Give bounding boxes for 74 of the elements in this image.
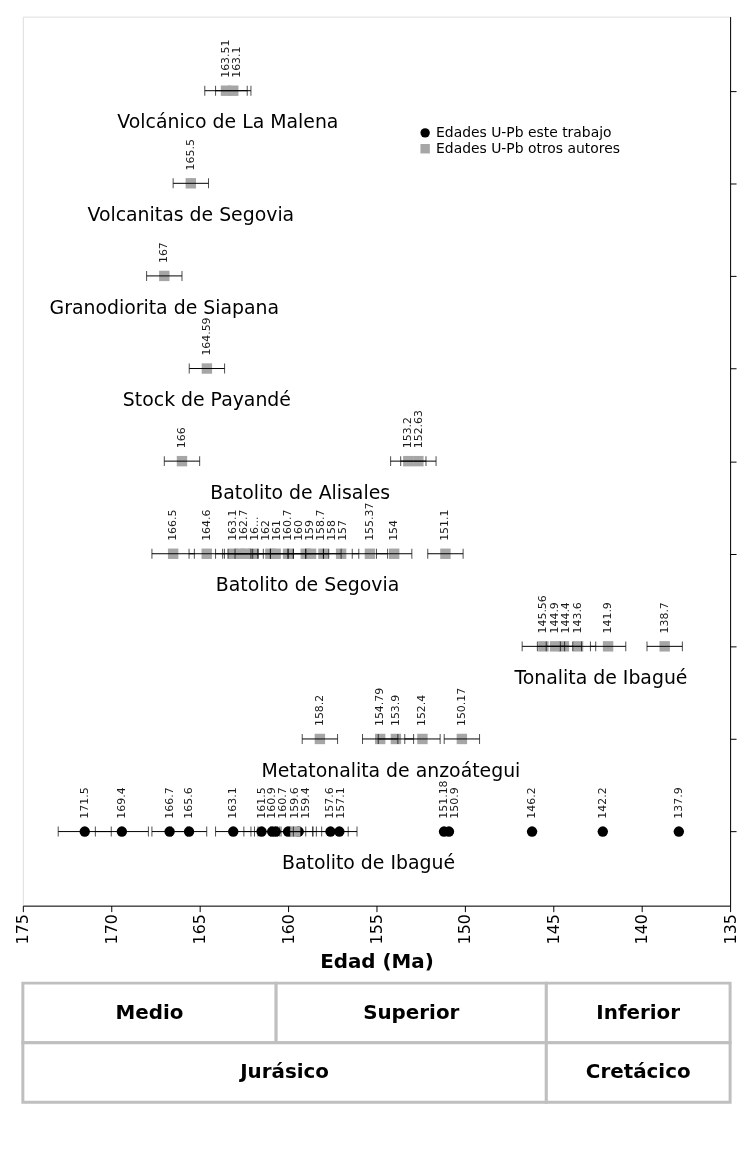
x-tick-label: 135 bbox=[720, 914, 740, 945]
data-label: 151.1 bbox=[438, 509, 452, 541]
y-tick-label: Tonalita de Ibagué bbox=[513, 666, 688, 689]
y-tick-label: Batolito de Ibagué bbox=[282, 851, 456, 874]
data-label: 162.7 bbox=[237, 509, 251, 541]
data-label: 163.1 bbox=[229, 46, 243, 78]
data-label: 169.4 bbox=[114, 787, 128, 819]
x-tick-label: 140 bbox=[632, 914, 652, 945]
data-label: 159 bbox=[302, 519, 316, 541]
data-label: 160.7 bbox=[276, 787, 290, 819]
y-tick-label: Granodiorita de Siapana bbox=[49, 295, 280, 318]
data-label: 159.4 bbox=[299, 787, 313, 819]
data-label: 165.5 bbox=[183, 139, 197, 171]
data-label: 158.7 bbox=[313, 509, 327, 541]
data-label: 16... bbox=[248, 516, 262, 541]
data-label: 167 bbox=[157, 242, 171, 264]
x-tick-label: 155 bbox=[366, 914, 386, 945]
x-tick-label: 165 bbox=[190, 914, 210, 945]
data-label: 150.17 bbox=[454, 687, 468, 727]
data-label: 138.7 bbox=[657, 602, 671, 634]
y-tick-label: Batolito de Alisales bbox=[210, 480, 391, 503]
data-label: 145.56 bbox=[536, 595, 550, 634]
text: Jurásico bbox=[238, 1060, 329, 1084]
data-label: 154.79 bbox=[373, 687, 387, 727]
x-tick-label: 160 bbox=[278, 914, 298, 945]
data-label: 159.6 bbox=[288, 787, 302, 819]
data-label: 157 bbox=[335, 520, 349, 541]
y-tick-label: Batolito de Segovia bbox=[215, 573, 400, 596]
data-label: 142.2 bbox=[595, 787, 609, 819]
x-tick-label: 170 bbox=[101, 914, 121, 945]
data-label: 163.51 bbox=[218, 39, 232, 78]
x-tick-label: 150 bbox=[455, 914, 475, 945]
data-label: 143.6 bbox=[571, 602, 585, 634]
data-label: 141.9 bbox=[601, 602, 615, 634]
data-label: 160.7 bbox=[280, 509, 294, 541]
y-tick-label: Stock de Payandé bbox=[122, 388, 291, 411]
data-label: 171.5 bbox=[77, 787, 91, 819]
data-label: 158 bbox=[324, 519, 338, 541]
data-label: 166.7 bbox=[162, 787, 176, 819]
data-label: 163.1 bbox=[226, 509, 240, 541]
text: Medio bbox=[115, 1000, 184, 1024]
y-tick-label: Volcánico de La Malena bbox=[117, 110, 339, 133]
x-tick-label: 175 bbox=[13, 914, 33, 945]
data-label: 151.18 bbox=[437, 780, 450, 819]
data-label: 158.2 bbox=[312, 694, 326, 727]
data-label: 160 bbox=[291, 519, 305, 541]
data-label: 146.2 bbox=[525, 787, 539, 819]
x-tick-label: 145 bbox=[543, 914, 563, 945]
x-axis-title: Edad (Ma) bbox=[320, 950, 434, 974]
text: Inferior bbox=[596, 1000, 681, 1024]
data-label: 164.59 bbox=[199, 317, 213, 356]
data-label: 166 bbox=[174, 427, 188, 449]
data-label: 153.2 bbox=[401, 416, 415, 449]
y-tick-label: Volcanitas de Segovia bbox=[87, 203, 295, 226]
y-tick-label: Metatonalita de anzoátegui bbox=[261, 758, 521, 781]
data-label: 160.9 bbox=[265, 787, 279, 819]
data-label: 166.5 bbox=[166, 509, 180, 541]
data-label: 164.6 bbox=[199, 509, 213, 541]
text: Superior bbox=[363, 1000, 460, 1024]
data-label: 163.1 bbox=[226, 787, 240, 819]
data-label: 150.9 bbox=[447, 787, 461, 819]
data-label: 154 bbox=[387, 519, 401, 541]
data-label: 157.1 bbox=[334, 787, 348, 819]
data-label: 152.63 bbox=[412, 410, 426, 449]
data-label: 165.6 bbox=[182, 787, 196, 819]
data-label: 137.9 bbox=[671, 787, 685, 819]
text: Cretácico bbox=[585, 1060, 691, 1084]
data-label: 155.37 bbox=[362, 502, 376, 541]
legend-label: Edades U-Pb otros autores bbox=[436, 139, 620, 156]
data-label: 153.9 bbox=[388, 694, 402, 727]
data-label: 152.4 bbox=[415, 694, 429, 727]
legend-label: Edades U-Pb este trabajo bbox=[436, 123, 612, 140]
data-label: 157.6 bbox=[323, 787, 337, 819]
data-label: 161.5 bbox=[254, 787, 268, 819]
